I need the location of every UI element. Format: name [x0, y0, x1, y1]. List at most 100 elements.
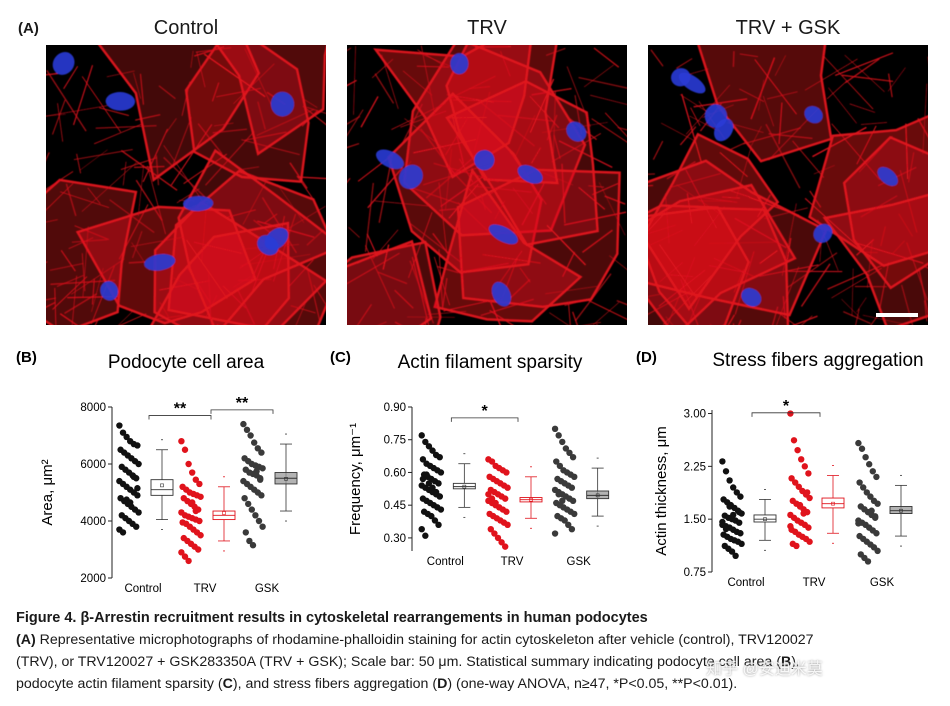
- data-point: [555, 491, 562, 498]
- x-tick-label: TRV: [501, 556, 524, 568]
- data-point: [197, 532, 204, 539]
- x-tick-label: TRV: [803, 577, 826, 589]
- data-point: [503, 508, 510, 515]
- mean-marker: [160, 483, 164, 488]
- y-tick-label: 0.45: [384, 500, 406, 512]
- data-point: [565, 521, 572, 529]
- data-point: [432, 488, 440, 496]
- data-point: [248, 506, 255, 513]
- x-tick-label: Control: [727, 577, 764, 589]
- data-point: [569, 497, 577, 505]
- panel-label: (D): [636, 349, 657, 366]
- caption-text-3: podocyte actin filament sparsity (: [16, 676, 223, 692]
- chart-title: Actin filament sparsity: [398, 352, 583, 373]
- data-point: [251, 439, 258, 446]
- data-point: [259, 465, 266, 472]
- data-point: [855, 439, 862, 447]
- micrograph-control-image: [46, 45, 326, 325]
- data-point: [189, 499, 196, 506]
- data-point: [798, 456, 805, 463]
- data-point: [737, 530, 744, 537]
- data-point: [197, 493, 204, 500]
- y-tick-label: 8000: [80, 402, 106, 414]
- data-point: [254, 445, 261, 452]
- data-point: [429, 447, 436, 454]
- data-point: [794, 446, 801, 454]
- data-point: [123, 433, 130, 441]
- data-point: [257, 476, 264, 483]
- data-point: [805, 470, 812, 477]
- x-tick-label: GSK: [870, 577, 895, 589]
- caption-ref-a: (A): [16, 632, 36, 648]
- data-point: [728, 548, 736, 555]
- figure-caption: Figure 4. β-Arrestin recruitment results…: [16, 607, 936, 695]
- data-point: [492, 499, 499, 507]
- data-point: [559, 438, 566, 446]
- data-point: [736, 508, 743, 516]
- y-tick-label: 2.25: [684, 461, 706, 473]
- data-point: [418, 525, 425, 533]
- chart-title: Podocyte cell area: [108, 352, 265, 373]
- panel-a-label: (A): [18, 20, 39, 37]
- data-point: [790, 437, 798, 444]
- x-tick-label: Control: [427, 556, 464, 568]
- y-tick-label: 0.75: [384, 435, 406, 447]
- data-point: [801, 463, 808, 470]
- data-point: [504, 484, 511, 491]
- significance-bracket: [210, 409, 274, 414]
- mean-marker: [462, 484, 467, 489]
- data-point: [736, 519, 743, 526]
- data-point: [252, 512, 259, 519]
- data-point: [196, 517, 203, 525]
- significance-bracket: [751, 412, 821, 417]
- data-point: [487, 525, 494, 533]
- caption-text-2: (TRV), or TRV120027 + GSK283350A (TRV + …: [16, 654, 781, 670]
- data-point: [429, 484, 436, 491]
- data-point: [551, 425, 559, 433]
- data-point: [504, 521, 511, 529]
- data-point: [503, 469, 510, 476]
- watermark: 知乎 @安迪米莫: [706, 661, 823, 678]
- data-point: [423, 471, 430, 478]
- data-point: [502, 495, 509, 502]
- data-point: [498, 539, 505, 546]
- data-point: [800, 510, 807, 517]
- caption-text-3-mid: ), and stress fibers aggregation (: [232, 676, 438, 692]
- data-point: [437, 506, 445, 513]
- data-point: [119, 529, 127, 536]
- data-point: [488, 458, 496, 465]
- significance-label: **: [236, 395, 249, 412]
- box: [821, 497, 845, 509]
- data-point: [436, 493, 443, 500]
- chart-cell-area: (B) Podocyte cell area 2000 4000 6000 8000 Are…: [16, 349, 298, 592]
- data-point: [806, 494, 813, 502]
- data-point: [116, 422, 123, 429]
- data-point: [119, 429, 127, 436]
- x-tick-label: Control: [124, 583, 161, 592]
- data-point: [178, 438, 185, 445]
- data-point: [181, 446, 189, 453]
- data-point: [795, 483, 802, 490]
- micrograph-trv-gsk: [648, 45, 928, 325]
- mean-marker: [529, 497, 533, 502]
- data-point: [422, 438, 429, 446]
- data-point: [555, 432, 562, 439]
- data-point: [491, 530, 498, 537]
- data-point: [571, 473, 578, 481]
- data-point: [247, 432, 254, 439]
- data-point: [127, 499, 134, 506]
- data-point: [258, 492, 265, 499]
- micro-title-trv: TRV: [467, 17, 507, 39]
- data-point: [561, 517, 568, 524]
- significance-label: *: [783, 398, 790, 415]
- chart-title: Stress fibers aggregation: [712, 350, 923, 371]
- y-tick-label: 6000: [80, 459, 106, 471]
- x-tick-label: GSK: [567, 556, 592, 568]
- data-point: [192, 476, 199, 483]
- data-point: [874, 500, 881, 507]
- data-point: [422, 532, 429, 539]
- caption-text-1: Representative microphotographs of rhoda…: [35, 632, 814, 648]
- data-point: [726, 503, 733, 510]
- micrograph-control: [46, 45, 326, 325]
- data-point: [719, 518, 726, 526]
